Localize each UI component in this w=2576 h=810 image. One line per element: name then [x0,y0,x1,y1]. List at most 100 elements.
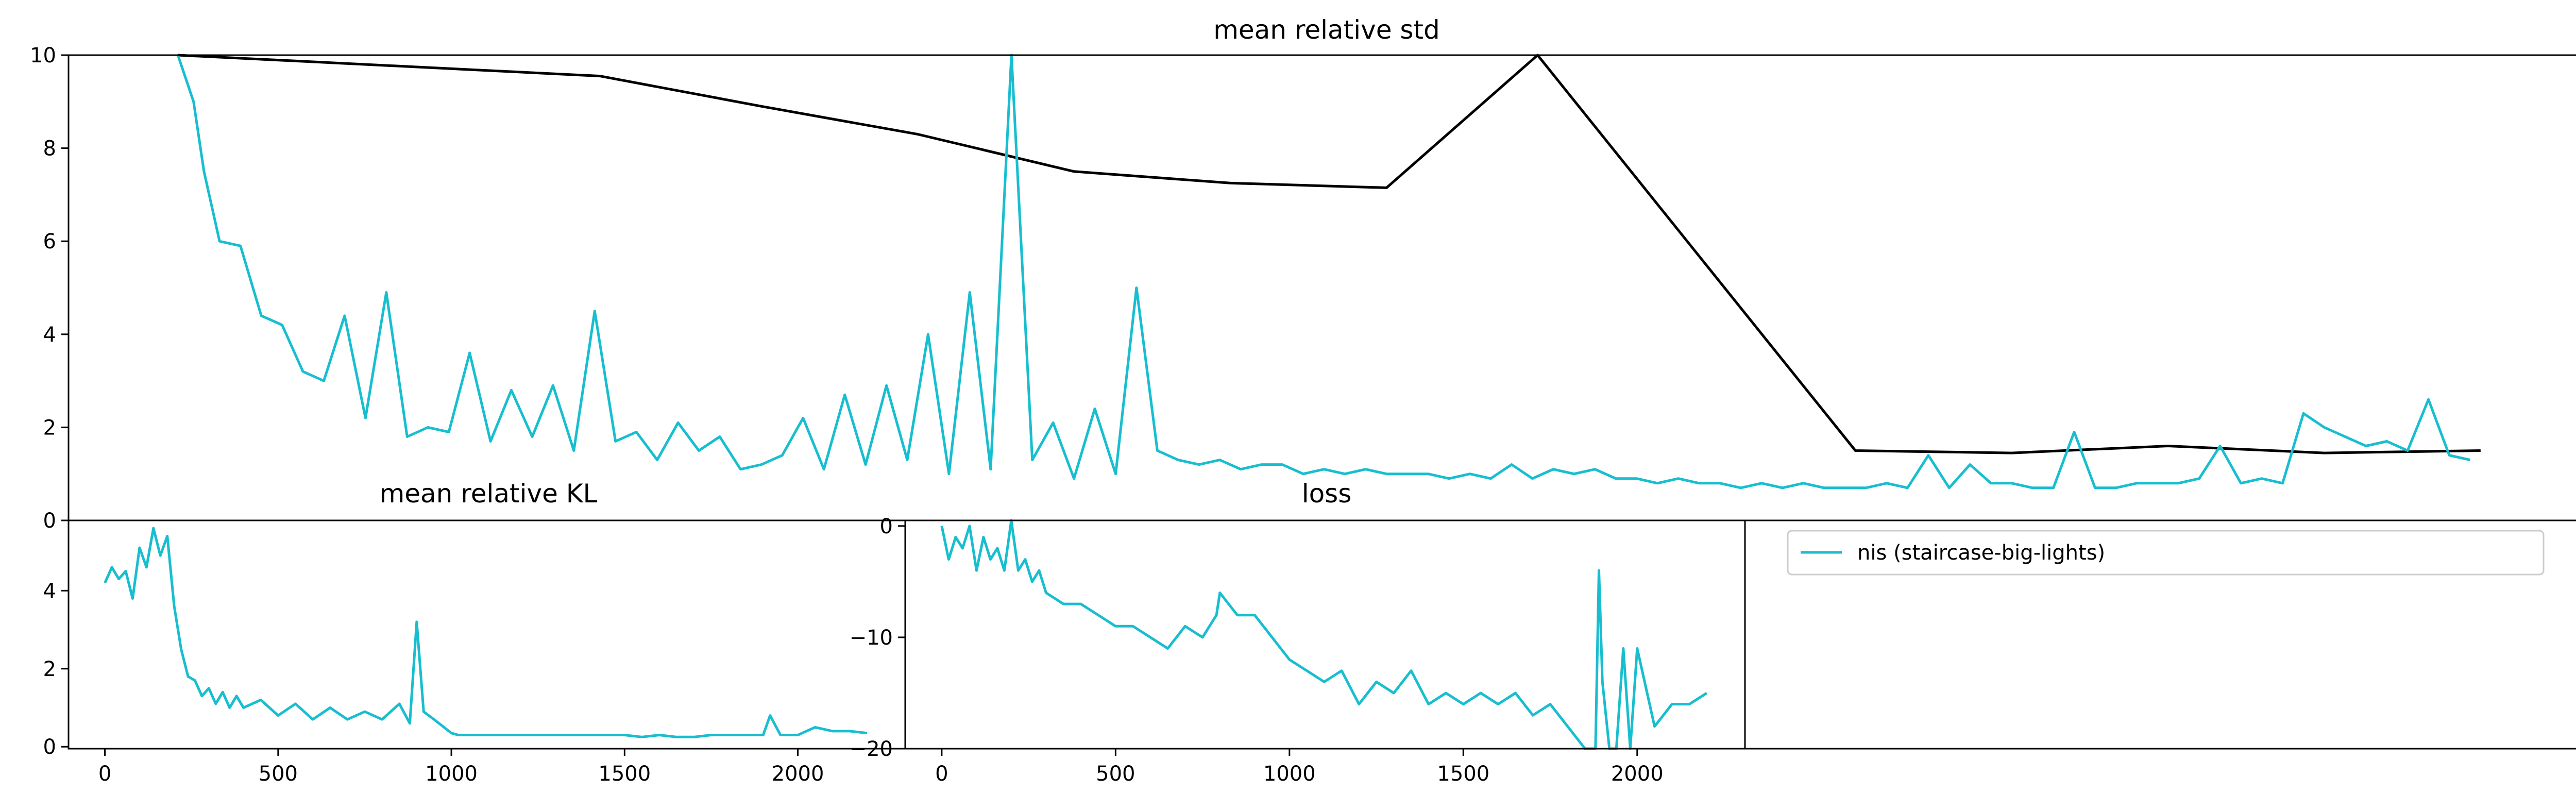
std-nis-point [1698,482,1700,484]
loss-nis-point [1688,703,1690,705]
std-nis-point [1552,468,1554,470]
legend-label-nis: nis (staircase-big-lights) [1857,541,2105,565]
loss-nis-point [1097,614,1099,616]
loss-nis-point [982,536,985,538]
loss-nis-point [969,525,971,527]
std-reference-point [1854,450,1856,452]
loss-nis-point [1038,569,1040,571]
loss-nis-point [1445,692,1447,694]
kl-x-tick-label: 2000 [772,762,824,786]
loss-nis-point [1497,703,1499,705]
kl-nis-point [727,734,730,736]
std-reference-point [2323,452,2325,454]
kl-nis-point [277,715,279,717]
loss-nis-point [1671,703,1673,705]
std-nis-point [1594,468,1596,470]
std-nis-point [2177,482,2179,484]
kl-nis-point [173,605,175,608]
std-nis-point [218,240,221,242]
std-nis-series [176,54,2471,490]
loss-nis-point [1031,581,1033,583]
std-nis-point [364,417,366,419]
std-nis-point [1511,464,1513,466]
kl-nis-point [422,711,425,713]
loss-nis-point [1654,725,1656,728]
std-nis-point [1156,450,1158,452]
kl-nis-point [416,621,418,623]
loss-nis-point [961,547,963,549]
loss-nis-point [1598,569,1600,571]
std-nis-point [594,310,596,312]
std-nis-point [1719,482,1721,484]
std-nis-point [1219,459,1221,461]
loss-nis-point [1393,692,1395,694]
kl-nis-line-0 [104,527,868,738]
loss-nis-point [1289,659,1291,661]
std-nis-point [193,100,195,103]
std-nis-point [1740,487,1742,489]
std-nis-point [1448,478,1450,480]
std-nis-point [2365,445,2367,447]
std-nis-point [448,431,450,433]
loss-nis-point [1219,592,1221,594]
std-nis-point [344,315,346,317]
std-nis-point [2240,482,2242,484]
loss-nis-point [1236,614,1239,616]
std-nis-point [615,441,617,443]
loss-nis-point [989,559,991,561]
legend-box [1787,530,2545,576]
kl-y-tick-label: 2 [43,657,56,681]
kl-nis-point [589,734,591,736]
kl-nis-point [658,734,660,736]
kl-nis-point [537,734,539,736]
kl-nis-point [145,566,147,568]
std-reference-point [2167,445,2169,447]
loss-nis-point [1167,648,1169,650]
kl-nis-point [866,732,868,734]
kl-nis-point [235,695,238,697]
kl-nis-point [125,570,127,572]
std-reference-series [178,54,2481,454]
std-y-tick-label: 10 [30,44,56,68]
std-nis-point [1073,478,1075,480]
std-reference-point [760,105,762,107]
kl-y-tick-label: 0 [43,735,56,759]
kl-nis-point [641,736,643,738]
std-nis-point [1469,473,1471,475]
std-nis-point [2406,450,2409,452]
std-nis-point [1573,473,1575,475]
kl-nis-point [364,711,366,713]
std-reference-line-1 [178,54,2481,454]
std-nis-point [2282,482,2284,484]
std-nis-point [323,380,325,382]
loss-nis-point [1358,703,1360,705]
std-nis-point [260,315,262,317]
loss-nis-point [955,536,957,538]
kl-chart-title: mean relative KL [380,479,598,509]
kl-nis-point [623,734,625,736]
std-nis-point [1094,408,1096,410]
loss-x-tick-label: 1000 [1263,762,1316,786]
kl-nis-point [201,695,203,697]
loss-x-tick-label: 0 [935,762,948,786]
loss-nis-point [1045,592,1047,594]
std-nis-point [719,436,721,438]
loss-nis-point [947,559,950,561]
loss-nis-point [1201,636,1204,638]
loss-nis-point [1636,648,1638,650]
std-nis-point [2344,436,2346,438]
kl-nis-point [675,736,677,738]
std-nis-point [1240,468,1242,470]
std-nis-point [823,468,825,470]
std-nis-point [1427,473,1429,475]
std-nis-point [1490,478,1492,480]
std-nis-point [1615,478,1617,480]
std-nis-point [2428,398,2430,400]
std-reference-point [917,133,919,136]
loss-y-tick-label: −10 [850,626,893,650]
kl-nis-point [468,734,470,736]
std-y-tick-label: 2 [43,416,56,440]
std-nis-point [969,292,971,294]
kl-nis-point [520,734,522,736]
std-nis-point [2053,487,2055,489]
